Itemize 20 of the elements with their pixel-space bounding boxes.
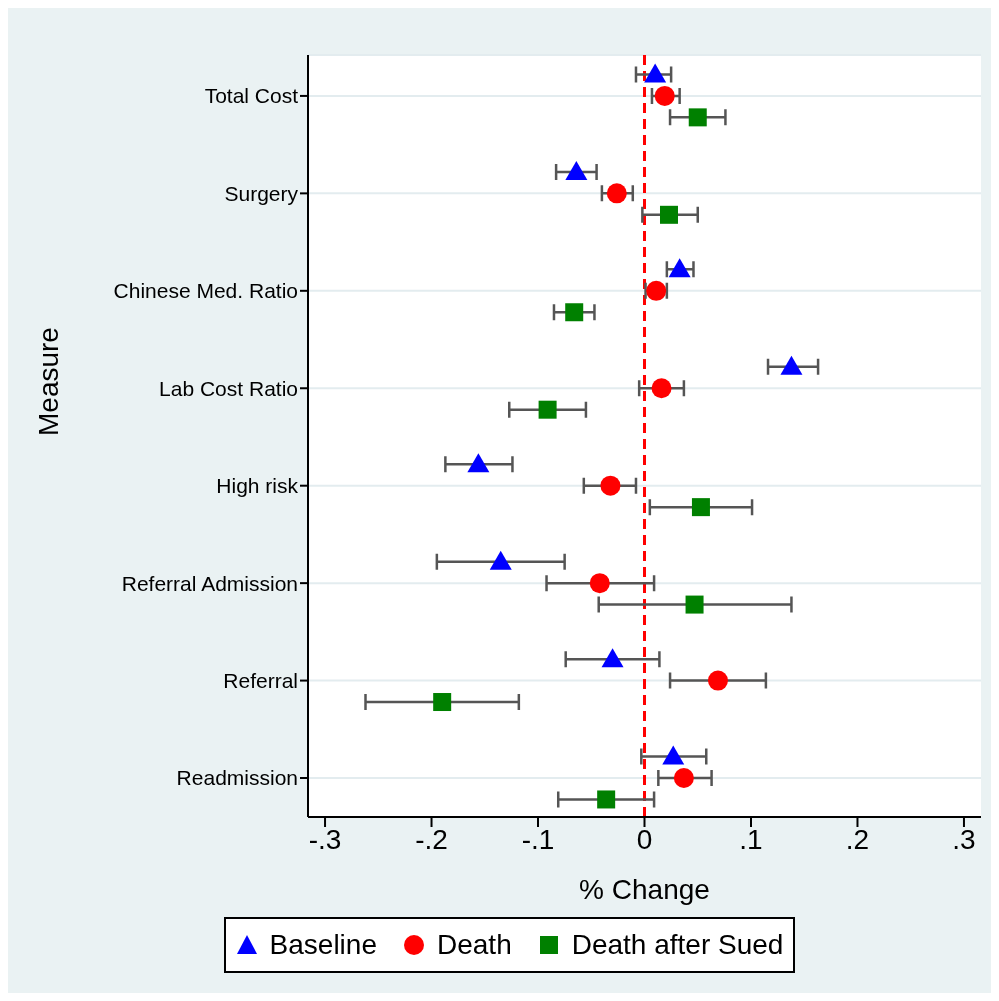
x-tick-label: .1 <box>739 823 763 855</box>
y-tick-label: Surgery <box>224 181 299 205</box>
y-tick-label: Referral <box>223 669 298 693</box>
y-tick-label: Lab Cost Ratio <box>159 376 298 400</box>
x-tick-label: 0 <box>636 823 653 855</box>
x-tick-label: -.1 <box>521 823 555 855</box>
x-tick-label: .3 <box>952 823 976 855</box>
y-tick-label: Chinese Med. Ratio <box>113 279 298 303</box>
x-axis-title: % Change <box>579 874 710 905</box>
legend-label: Baseline <box>269 929 377 961</box>
y-tick-label: Readmission <box>176 766 298 790</box>
legend-label: Death <box>436 929 512 961</box>
y-axis-title: Measure <box>32 327 64 436</box>
y-tick-label: Referral Admission <box>121 571 298 595</box>
y-tick-label: High risk <box>216 474 299 498</box>
x-tick-label: -.2 <box>415 823 448 855</box>
y-tick-label: Total Cost <box>204 84 299 108</box>
x-tick-label: -.3 <box>308 823 342 855</box>
legend-label: Death after Sued <box>571 929 784 961</box>
x-tick-label: .2 <box>845 823 870 855</box>
